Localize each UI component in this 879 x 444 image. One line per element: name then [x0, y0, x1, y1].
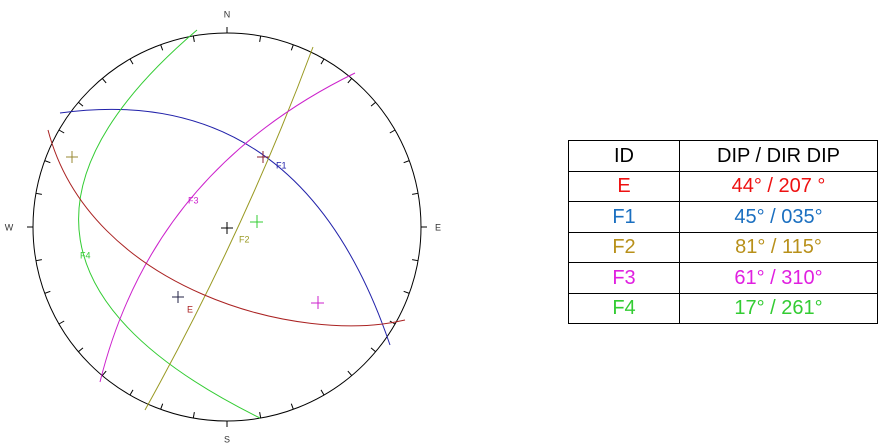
- table-row: E 44° / 207 °: [568, 170, 878, 202]
- dip-cell: 17° / 261°: [679, 292, 878, 324]
- net-label: F4: [80, 250, 91, 260]
- compass-s: S: [224, 434, 230, 444]
- compass-n: N: [224, 9, 231, 19]
- net-label: E: [187, 304, 193, 314]
- stereonet: N S W E F1 F2 F3 F4 E: [5, 9, 441, 444]
- tick: [347, 78, 353, 84]
- tick: [192, 412, 195, 419]
- tick: [389, 129, 396, 134]
- id-cell: F2: [568, 231, 680, 263]
- tick: [412, 192, 419, 195]
- poles: [66, 151, 324, 309]
- net-label: F3: [188, 195, 199, 205]
- tick: [44, 160, 51, 164]
- plane-f4: [78, 29, 261, 419]
- tick: [101, 370, 107, 376]
- tick: [403, 160, 410, 164]
- tick: [44, 290, 51, 294]
- id-cell: E: [568, 170, 680, 202]
- tick: [320, 389, 325, 396]
- tick: [58, 320, 65, 325]
- table-row: F3 61° / 310°: [568, 262, 878, 294]
- table-body: ID DIP / DIR DIP E 44° / 207 ° F1 45° / 035…: [568, 140, 878, 324]
- tick: [129, 389, 134, 396]
- plane-f3: [99, 72, 356, 383]
- compass-w: W: [5, 222, 14, 232]
- compass-e: E: [435, 222, 441, 232]
- tick: [160, 44, 164, 51]
- tick: [412, 259, 419, 262]
- dip-cell: 81° / 115°: [679, 231, 878, 263]
- tick: [347, 370, 353, 376]
- tick: [370, 101, 376, 107]
- tick: [35, 259, 42, 262]
- plane-f1: [59, 108, 391, 346]
- net-label: F1: [276, 160, 287, 170]
- dip-table: ID DIP / DIR DIP E 44° / 207 ° F1 45° / 035…: [568, 140, 878, 324]
- tick: [160, 403, 164, 410]
- tick: [101, 78, 107, 84]
- tick: [290, 403, 294, 410]
- plane-f2: [144, 46, 314, 411]
- id-cell: F1: [568, 201, 680, 233]
- dip-cell: 44° / 207 °: [679, 170, 878, 202]
- header-cell: ID: [568, 140, 680, 172]
- tick: [259, 412, 262, 419]
- header-row: ID DIP / DIR DIP: [568, 140, 878, 172]
- net-label: F2: [239, 234, 250, 244]
- tick: [129, 58, 134, 65]
- plane-e: [47, 129, 406, 327]
- table-row: F4 17° / 261°: [568, 292, 878, 324]
- tick: [192, 35, 195, 42]
- tick: [370, 347, 376, 353]
- id-cell: F4: [568, 292, 680, 324]
- dip-cell: 61° / 310°: [679, 262, 878, 294]
- table-row: F1 45° / 035°: [568, 201, 878, 233]
- table-row: F2 81° / 115°: [568, 231, 878, 263]
- tick: [78, 101, 84, 107]
- tick: [58, 129, 65, 134]
- tick: [403, 290, 410, 294]
- tick: [78, 347, 84, 353]
- tick: [259, 35, 262, 42]
- tick: [35, 192, 42, 195]
- tick: [320, 58, 325, 65]
- id-cell: F3: [568, 262, 680, 294]
- tick: [290, 44, 294, 51]
- header-cell: DIP / DIR DIP: [679, 140, 878, 172]
- dip-cell: 45° / 035°: [679, 201, 878, 233]
